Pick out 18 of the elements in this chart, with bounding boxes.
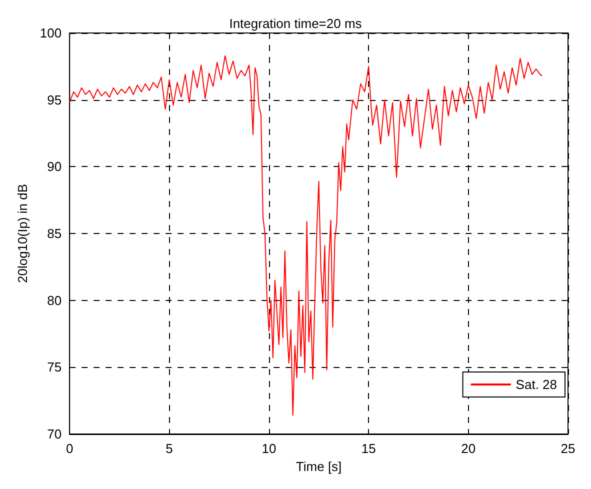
x-tick-label: 5 xyxy=(166,441,173,456)
x-tick-label: 15 xyxy=(361,441,376,456)
legend-label: Sat. 28 xyxy=(516,377,558,392)
y-tick-label: 80 xyxy=(47,292,62,308)
line-series xyxy=(69,55,543,416)
y-tick-label: 85 xyxy=(47,226,62,241)
x-tick-label: 20 xyxy=(461,441,476,456)
x-tick-label: 25 xyxy=(560,441,576,456)
y-tick-label: 100 xyxy=(40,26,62,40)
y-tick-label: 70 xyxy=(47,426,62,442)
x-axis-title: Time [s] xyxy=(296,458,342,474)
x-tick-label: 0 xyxy=(66,441,74,456)
x-tick-label: 10 xyxy=(262,441,276,456)
y-tick-label: 90 xyxy=(47,159,62,174)
chart-title: Integration time=20 ms xyxy=(229,16,362,31)
y-tick-label: 95 xyxy=(47,92,62,108)
y-tick-label: 75 xyxy=(47,360,62,375)
y-axis-title: 20log10(Ip) in dB xyxy=(15,184,30,284)
